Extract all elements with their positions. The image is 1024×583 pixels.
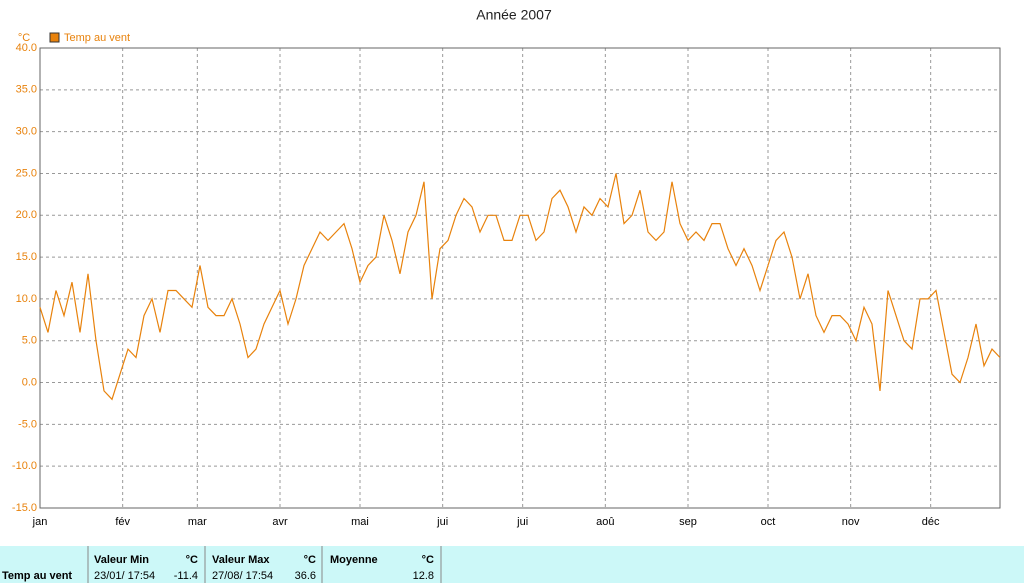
y-tick-label: 40.0 — [16, 42, 37, 54]
y-tick-label: 20.0 — [16, 209, 37, 221]
x-tick-label: fév — [115, 516, 130, 528]
stats-header: Valeur Min — [94, 554, 149, 566]
stats-row-label: Temp au vent — [2, 570, 72, 582]
data-line — [39, 173, 1001, 401]
x-tick-label: déc — [922, 516, 940, 528]
y-tick-label: -15.0 — [12, 502, 37, 514]
chart-title: Année 2007 — [476, 7, 552, 23]
stats-cell: 12.8 — [413, 570, 434, 582]
stats-cell: -11.4 — [174, 570, 198, 582]
x-tick-label: aoû — [596, 516, 614, 528]
x-tick-label: sep — [679, 516, 697, 528]
y-tick-label: 30.0 — [16, 126, 37, 138]
x-tick-label: mai — [351, 516, 369, 528]
stats-header: °C — [422, 554, 434, 566]
y-tick-label: 5.0 — [22, 335, 37, 347]
stats-header: °C — [304, 554, 316, 566]
stats-cell: 27/08/ 17:54 — [212, 570, 273, 582]
y-tick-label: -10.0 — [12, 460, 37, 472]
x-tick-label: jan — [32, 516, 48, 528]
stats-header: Valeur Max — [212, 554, 270, 566]
stats-cell: 36.6 — [295, 570, 316, 582]
plot-frame — [39, 47, 1001, 509]
x-tick-label: mar — [188, 516, 207, 528]
x-tick-label: avr — [272, 516, 288, 528]
stats-header: °C — [186, 554, 198, 566]
y-tick-label: 35.0 — [16, 84, 37, 96]
stats-cell: 23/01/ 17:54 — [94, 570, 155, 582]
stats-header: Moyenne — [330, 554, 378, 566]
x-tick-label: jui — [516, 516, 528, 528]
y-tick-label: 0.0 — [22, 376, 37, 388]
y-axis-label: °C — [18, 32, 30, 44]
y-tick-label: 25.0 — [16, 167, 37, 179]
stats-bar — [0, 546, 1024, 583]
x-tick-label: oct — [761, 516, 776, 528]
x-tick-label: nov — [842, 516, 860, 528]
legend-swatch — [49, 32, 60, 43]
y-tick-label: 10.0 — [16, 293, 37, 305]
legend-label: Temp au vent — [64, 32, 130, 44]
y-tick-label: 15.0 — [16, 251, 37, 263]
y-tick-label: -5.0 — [18, 418, 37, 430]
x-tick-label: jui — [436, 516, 448, 528]
